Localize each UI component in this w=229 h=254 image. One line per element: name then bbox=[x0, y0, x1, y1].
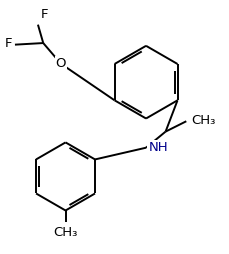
Text: CH₃: CH₃ bbox=[190, 114, 214, 126]
Text: CH₃: CH₃ bbox=[53, 226, 77, 239]
Text: NH: NH bbox=[148, 141, 167, 154]
Text: O: O bbox=[55, 57, 66, 70]
Text: F: F bbox=[40, 8, 48, 21]
Text: F: F bbox=[5, 37, 13, 50]
